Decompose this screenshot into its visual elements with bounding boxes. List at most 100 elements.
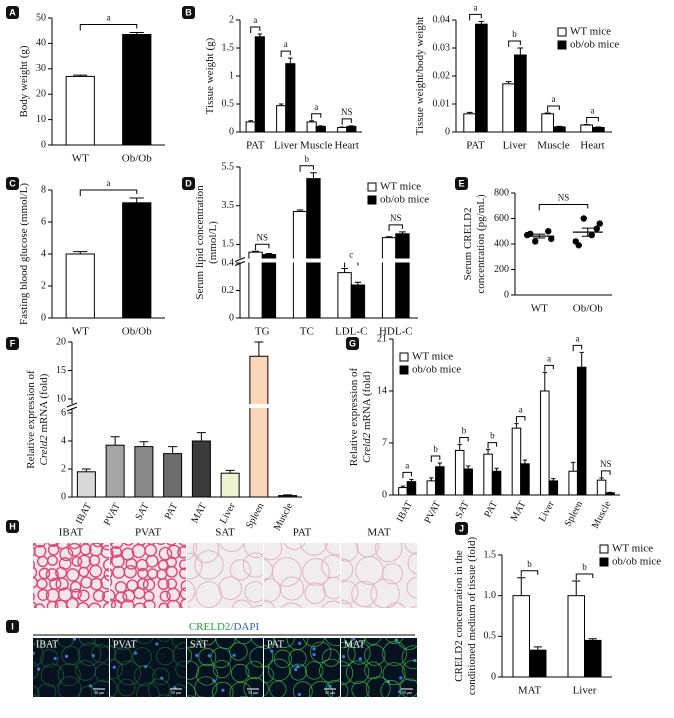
histology-image (33, 543, 109, 608)
nucleus (399, 676, 403, 680)
cell (302, 558, 330, 586)
cell (145, 554, 159, 568)
y-tick-label: 2 (41, 280, 46, 291)
cell-outline (341, 638, 352, 649)
cell (157, 578, 170, 590)
nucleus (53, 656, 57, 661)
cell-outline (341, 641, 356, 667)
cell (218, 543, 245, 552)
panel-letter: J (459, 523, 464, 533)
x-tick-label: Heart (580, 140, 604, 152)
y-axis-label: Creld2 mRNA (fold) (38, 373, 50, 465)
cell (159, 590, 171, 602)
error-bar (225, 469, 235, 474)
fluorescence-image (33, 638, 109, 697)
x-tick-label: Ob/Ob (573, 303, 603, 315)
cell-outline (290, 663, 307, 681)
y-tick-label: 20 (56, 336, 66, 347)
stain-creld2: CRELD2 (189, 621, 231, 633)
y-tick-label: 1.5 (222, 42, 235, 53)
x-tick-label: Muscle (537, 140, 570, 152)
tile-label: PAT (293, 527, 312, 539)
legend-swatch (399, 365, 409, 375)
significance-label: a (547, 353, 551, 363)
cell-outline (245, 660, 263, 680)
cell (192, 543, 220, 563)
panel-badge (6, 620, 19, 633)
y-tick-label: 21 (377, 333, 387, 344)
error-bar (556, 125, 563, 127)
cell (187, 579, 196, 603)
cell-outline (385, 638, 404, 644)
cell-outline (321, 648, 340, 667)
scale-bar-label: 50 μm (402, 690, 413, 695)
nucleus (296, 664, 300, 669)
y-axis-label-part: conditioned medium of tissue (fold) (466, 537, 478, 696)
histology-image (187, 543, 263, 608)
panel-badge (6, 520, 19, 533)
error-bar (139, 441, 149, 447)
error-bar (517, 47, 524, 55)
error-bar (339, 126, 345, 128)
tile-label: PVAT (135, 527, 161, 539)
sem-bar (581, 227, 594, 237)
error-bar (522, 459, 528, 464)
cell (158, 546, 173, 561)
bar (292, 211, 308, 319)
y-axis-label: Serum CRELD2 (462, 207, 474, 280)
cell-outline (229, 642, 248, 661)
cell-outline (212, 681, 234, 697)
cell (242, 552, 263, 578)
panel-badge (6, 337, 19, 350)
cell (38, 567, 51, 580)
bar (65, 75, 95, 146)
cell (100, 545, 109, 559)
cell (79, 543, 92, 556)
cell-outline (33, 685, 40, 697)
data-point (548, 235, 555, 243)
tile-label: IBAT (36, 639, 58, 650)
scale-bar-label: 50 μm (171, 690, 182, 695)
error-bar (457, 443, 462, 451)
significance-bracket (79, 189, 138, 196)
y-axis-label-part: (mmol/L) (207, 221, 219, 264)
bar (502, 83, 515, 133)
y-axis-label-part: mRNA (fold) (38, 373, 50, 435)
cell (280, 602, 303, 608)
legend-label: ob/ob mice (380, 194, 429, 206)
cell-outline (61, 645, 81, 666)
x-tick-label: Liver (573, 685, 597, 697)
significance-label: a (107, 178, 111, 188)
panel-badge (6, 177, 19, 190)
cell (92, 543, 104, 548)
significance-bracket (515, 416, 526, 423)
significance-label: b (512, 29, 517, 39)
cell (68, 543, 81, 550)
cell-outline (399, 678, 417, 697)
cell-outline (380, 680, 402, 697)
panel-letter: I (11, 621, 14, 631)
legend-swatch (557, 27, 567, 37)
bar (592, 127, 605, 133)
cell (47, 543, 60, 548)
cell (111, 554, 125, 569)
error-bar (254, 341, 264, 357)
cell (299, 543, 328, 556)
panel-badge (182, 6, 195, 19)
bar (337, 272, 352, 319)
significance-bracket (341, 118, 352, 125)
cell-outline (249, 646, 263, 668)
cell (69, 581, 82, 593)
data-point (532, 238, 539, 245)
bar (278, 495, 298, 498)
panel-letter: F (10, 338, 16, 348)
cell (406, 576, 417, 599)
cell (177, 546, 186, 559)
error-bar (478, 20, 485, 25)
significance-label: a (575, 333, 579, 343)
legend-swatch (599, 544, 609, 554)
x-tick-label: PAT (246, 140, 265, 152)
cell (179, 587, 186, 600)
y-tick-label: 0 (41, 312, 46, 323)
